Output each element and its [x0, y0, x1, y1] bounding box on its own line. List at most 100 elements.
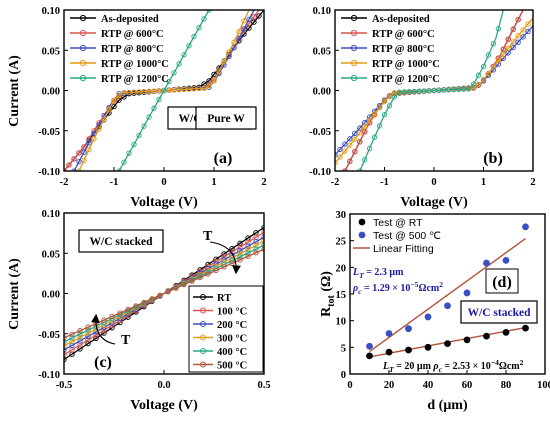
series-marker: [411, 88, 417, 95]
panel-label: (b): [483, 150, 503, 167]
series-marker: [465, 86, 472, 92]
rt-point: [463, 336, 471, 344]
y-axis-label-main: R: [319, 306, 334, 317]
series-marker: [475, 81, 482, 87]
rt-point: [424, 343, 432, 351]
y-tick-label: 10: [336, 317, 347, 328]
series-marker: [186, 86, 192, 92]
series-layer-1: [335, 10, 533, 171]
series-marker: [347, 158, 353, 164]
series-layer-3: [366, 223, 529, 360]
series-marker: [236, 28, 242, 35]
series-marker: [391, 94, 398, 100]
y-tick-label: -0.05: [38, 127, 60, 138]
series-marker: [85, 337, 91, 343]
arrow-upper: [209, 241, 241, 275]
series-marker: [451, 86, 457, 93]
y-tick-label: 25: [336, 237, 347, 248]
series-marker: [490, 64, 497, 70]
series-marker: [406, 89, 412, 95]
y-tick-label: -0.10: [309, 167, 331, 178]
series-marker: [500, 46, 506, 52]
series-5: [64, 246, 264, 341]
series-marker: [441, 87, 447, 93]
legend-marker: [200, 361, 206, 368]
series-marker: [213, 267, 219, 274]
legend-marker: [350, 59, 358, 67]
series-marker: [165, 289, 171, 295]
x-tick-label: 20: [384, 380, 395, 391]
annotation-part: c: [439, 365, 443, 374]
series-marker: [495, 58, 501, 64]
series-marker: [241, 18, 247, 24]
series-marker: [151, 88, 157, 94]
series-marker: [342, 141, 348, 147]
label-box-1: Pure W: [195, 106, 257, 130]
x-tick-label: -1: [110, 177, 119, 188]
legend-1: As-deposited RTP @ 600°C RTP @ 800°C RTP @ …: [341, 14, 440, 85]
series-marker: [116, 92, 122, 98]
series-marker: [221, 254, 227, 260]
series-marker: [196, 85, 202, 92]
x-tick-label: 0.5: [257, 380, 270, 391]
arrow-lower: [91, 313, 116, 345]
x-axis-label: Voltage (V): [400, 195, 468, 210]
series-marker: [196, 25, 202, 31]
arrow-label: T: [203, 229, 213, 244]
series-marker: [237, 244, 243, 250]
fit-line: [369, 237, 526, 353]
series-marker: [126, 150, 132, 156]
series-marker: [186, 43, 192, 49]
legend-marker: [350, 74, 358, 82]
y-tick-label: 0.00: [313, 87, 331, 98]
series-marker: [251, 19, 257, 25]
series-marker: [126, 89, 132, 96]
series-marker: [342, 168, 348, 171]
series-marker: [85, 324, 91, 330]
hot-point: [366, 342, 373, 350]
series-marker: [461, 86, 467, 92]
series-marker: [86, 140, 92, 146]
series-marker: [181, 86, 187, 93]
y-tick-label: 0.05: [313, 46, 331, 57]
series-marker: [236, 35, 242, 41]
x-axis-label: d (μm): [427, 398, 468, 413]
series-marker: [77, 338, 83, 344]
label-box-3: W/C stacked: [460, 300, 538, 324]
x-tick-label: -1: [380, 177, 389, 188]
annotation-part: −4: [491, 358, 499, 367]
series-marker: [480, 76, 487, 83]
series-marker: [456, 86, 462, 93]
x-tick-label: -2: [60, 177, 69, 188]
series-marker: [66, 162, 72, 168]
y-tick-label: -0.10: [38, 167, 60, 178]
x-tick-label: 0: [431, 177, 436, 188]
y-tick-label: -0.05: [309, 127, 331, 138]
annotation-part: = 2.53 × 10: [442, 361, 491, 372]
series-marker: [421, 88, 427, 94]
label-box-frame: [195, 106, 257, 130]
series-marker: [191, 33, 197, 40]
series-marker: [197, 274, 203, 281]
series-marker: [237, 240, 243, 246]
x-tick-label: -2: [331, 177, 340, 188]
legend-label: RTP @ 800°C: [101, 44, 164, 55]
legend-frame: [188, 285, 264, 373]
legend-label: RTP @ 1200°C: [372, 74, 440, 85]
series-marker: [64, 347, 67, 353]
series-marker: [85, 333, 91, 339]
y-tick-label: 0.00: [42, 290, 60, 301]
series-marker: [470, 81, 477, 87]
y-tick-label: 0: [341, 370, 346, 381]
series-marker: [256, 13, 262, 19]
series-marker: [69, 338, 75, 345]
series-marker: [81, 157, 87, 163]
x-tick-label: 80: [501, 380, 512, 391]
y-axis-label-sub: tot: [326, 294, 337, 306]
series-marker: [352, 130, 358, 137]
legend-label: RT: [217, 293, 231, 304]
series-marker: [231, 39, 237, 45]
series-marker: [85, 327, 91, 333]
